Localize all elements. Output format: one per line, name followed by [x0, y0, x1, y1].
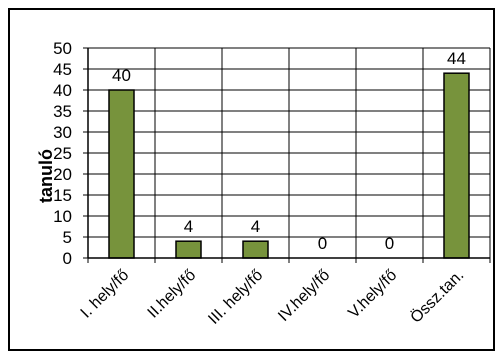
- y-tick-labels: 0 5 10 15 20 25 30 35 40 45 50: [53, 39, 72, 268]
- data-label: 44: [447, 49, 466, 68]
- bar: [242, 240, 269, 259]
- data-label: 4: [184, 217, 193, 236]
- bar: [175, 240, 202, 259]
- data-labels: 404 40 044: [112, 49, 466, 253]
- y-tick-label: 20: [53, 165, 72, 184]
- y-tick-label: 30: [53, 123, 72, 142]
- y-tick-label: 0: [63, 249, 72, 268]
- y-tick-label: 35: [53, 102, 72, 121]
- y-tick-label: 40: [53, 81, 72, 100]
- data-label: 40: [112, 66, 131, 85]
- y-tick-label: 45: [53, 60, 72, 79]
- y-tick-label: 15: [53, 186, 72, 205]
- data-label: 4: [251, 217, 260, 236]
- y-tick-label: 50: [53, 39, 72, 58]
- y-tick-label: 5: [63, 228, 72, 247]
- bar: [108, 89, 135, 259]
- y-tick-label: 10: [53, 207, 72, 226]
- grid-lines: [88, 47, 491, 258]
- y-axis-title: tanuló: [36, 149, 56, 203]
- bar: [443, 72, 470, 259]
- data-label: 0: [318, 234, 327, 253]
- chart-border: [8, 8, 495, 351]
- data-label: 0: [385, 234, 394, 253]
- axes: [83, 47, 491, 263]
- y-tick-label: 25: [53, 144, 72, 163]
